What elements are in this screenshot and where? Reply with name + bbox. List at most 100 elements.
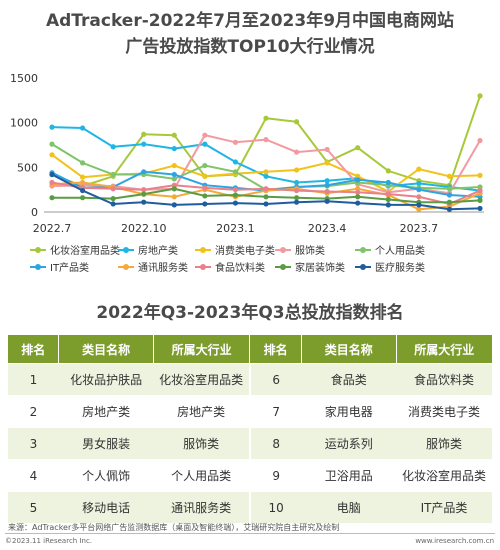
data-point <box>110 201 116 207</box>
data-point <box>110 144 116 150</box>
data-point <box>293 179 300 186</box>
table-row: 4 个人佩饰 个人用品类 9 卫浴用品 化妆浴室用品类 <box>8 459 492 492</box>
chart-title-line2: 广告投放指数TOP10大行业情况 <box>125 37 375 57</box>
data-point <box>202 173 208 179</box>
legend-swatch-dot <box>200 263 206 270</box>
data-point <box>202 132 208 138</box>
data-point <box>110 171 116 178</box>
ranking-table: 排名 类目名称 所属大行业 排名 类目名称 所属大行业 1 化妆品护肤品 化妆浴… <box>8 335 492 523</box>
data-point <box>293 195 300 201</box>
data-point <box>171 171 177 178</box>
line-chart: 0 500 1000 1500 2022.7 2022.10 2023.1 2023.4 202… <box>10 72 484 235</box>
data-point <box>202 162 208 169</box>
data-point <box>477 93 483 99</box>
ranking-section-title: 2022年Q3-2023年Q3总投放指数排名 <box>96 303 404 323</box>
data-point <box>324 198 330 204</box>
legend-swatch-dot <box>280 246 286 253</box>
data-point <box>202 185 208 191</box>
website-text: www.iresearch.com.cn <box>415 537 494 545</box>
legend-item: 食品饮料类 <box>195 259 265 274</box>
data-point <box>232 159 239 165</box>
header-rank-right: 排名 <box>249 335 302 364</box>
industry-cell: 服饰类 <box>153 427 251 460</box>
data-point <box>446 186 453 192</box>
data-point <box>416 180 422 187</box>
data-point <box>324 146 330 153</box>
legend-swatch-dot <box>360 263 366 270</box>
data-point <box>202 201 208 207</box>
data-point <box>171 202 177 208</box>
data-point <box>416 206 422 212</box>
legend-item: 家居装饰类 <box>275 259 345 274</box>
data-point <box>446 206 453 212</box>
data-point <box>477 184 483 190</box>
data-point <box>355 200 361 206</box>
industry-cell: 食品饮料类 <box>396 363 492 396</box>
data-point <box>202 141 208 147</box>
rank-cell: 1 <box>8 363 59 396</box>
x-tick-label: 2023.1 <box>216 222 255 235</box>
legend-label: IT产品类 <box>50 263 90 274</box>
legend-swatch <box>30 262 46 272</box>
data-point <box>171 186 177 192</box>
data-point <box>477 172 483 178</box>
table-row: 5 移动电话 通讯服务类 10 电脑 IT产品类 <box>8 491 492 523</box>
data-point <box>385 196 391 203</box>
y-tick-label: 1500 <box>10 72 38 85</box>
x-tick-label: 2023.4 <box>308 222 347 235</box>
header-rank-left: 排名 <box>8 335 60 364</box>
data-point <box>171 132 177 138</box>
data-point <box>141 141 147 147</box>
data-point <box>232 169 239 175</box>
data-point <box>446 173 453 179</box>
source-note: 来源：AdTracker多平台网络广告监测数据库（桌面及智能终端），艾瑞研究院自… <box>8 523 340 532</box>
data-point <box>324 160 330 166</box>
table-row: 2 房地产类 房地产类 7 家用电器 消费类电子类 <box>8 395 492 428</box>
category-cell: 房地产类 <box>58 395 154 428</box>
data-point <box>477 194 483 200</box>
y-tick-label: 1000 <box>10 117 38 130</box>
data-point <box>324 188 330 195</box>
legend-label: 消费类电子类 <box>215 246 275 257</box>
footer-divider <box>5 533 495 534</box>
copyright-text: ©2023.11 iResearch Inc. <box>5 537 93 545</box>
data-point <box>49 171 55 178</box>
data-point <box>355 173 361 179</box>
rank-cell: 9 <box>249 459 302 492</box>
industry-cell: IT产品类 <box>396 491 492 523</box>
data-point <box>79 195 86 201</box>
data-point <box>355 186 361 192</box>
data-point <box>263 201 269 207</box>
data-point <box>416 187 422 193</box>
table-row: 3 男女服装 服饰类 8 运动系列 服饰类 <box>8 427 492 460</box>
data-point <box>141 199 147 205</box>
legend-swatch <box>195 262 211 272</box>
rank-cell: 2 <box>8 395 59 428</box>
data-point <box>79 160 86 166</box>
data-point <box>263 186 269 192</box>
data-point <box>293 199 300 205</box>
legend-swatch-dot <box>360 246 366 253</box>
legend-swatch <box>355 245 371 255</box>
data-point <box>263 115 269 121</box>
data-point <box>202 193 208 199</box>
header-industry-right: 所属大行业 <box>396 335 492 364</box>
legend-item: 通讯服务类 <box>118 259 188 274</box>
data-point <box>171 176 177 182</box>
legend-item: 化妆浴室用品类 <box>30 242 120 257</box>
data-point <box>171 194 177 200</box>
category-cell: 化妆品护肤品 <box>58 363 154 396</box>
legend-label: 食品饮料类 <box>215 263 265 274</box>
rank-cell: 6 <box>249 363 302 396</box>
legend-swatch <box>355 262 371 272</box>
data-point <box>79 179 86 186</box>
legend-swatch-dot <box>280 263 286 270</box>
legend-item: 消费类电子类 <box>195 242 275 257</box>
legend-swatch-dot <box>123 263 129 270</box>
data-point <box>293 119 300 125</box>
data-point <box>49 141 55 147</box>
data-point <box>355 189 361 195</box>
legend-swatch <box>118 245 134 255</box>
header-category-left: 类目名称 <box>58 335 154 364</box>
category-cell: 男女服装 <box>58 427 154 460</box>
